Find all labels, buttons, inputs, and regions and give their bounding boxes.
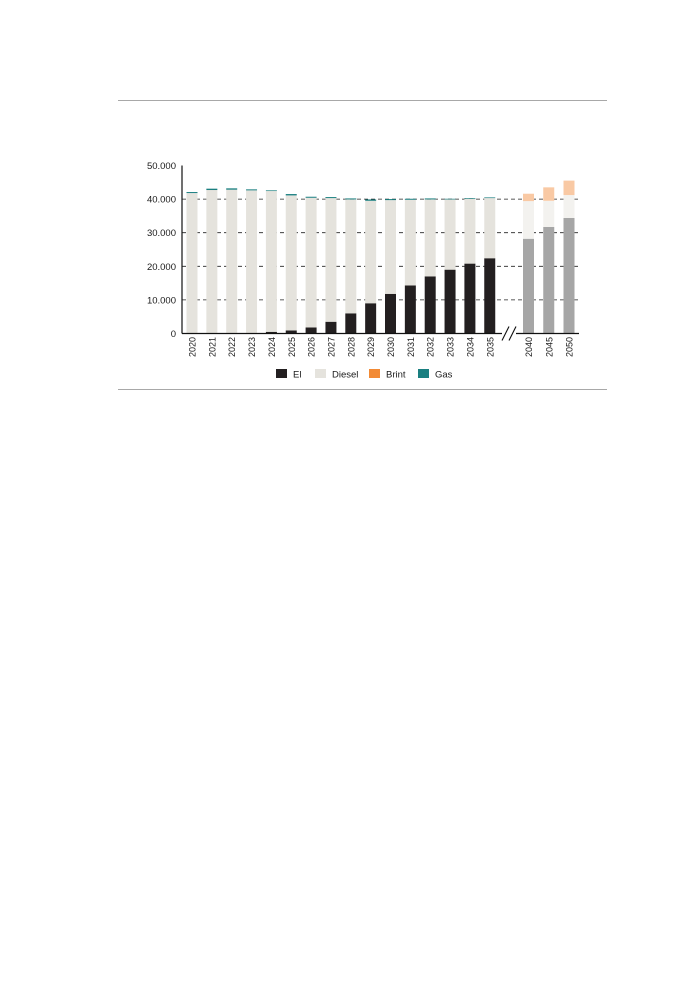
x-tick-label: 2033 <box>446 337 456 357</box>
y-tick-label: 50.000 <box>147 161 176 172</box>
legend-swatch-gas <box>418 369 429 378</box>
x-tick-label: 2021 <box>207 337 217 357</box>
bar-segment-gas-2026 <box>305 196 317 198</box>
axis-break-icon <box>501 326 517 341</box>
bar-segment-gas-2020 <box>186 192 198 194</box>
bar-segment-gas-2023 <box>246 189 258 191</box>
bar-segment-diesel-2021 <box>206 190 218 334</box>
bar-segment-gas-2021 <box>206 188 218 191</box>
y-tick-label: 10.000 <box>147 295 176 306</box>
x-tick-label: 2023 <box>247 337 257 357</box>
bar-segment-el-2033 <box>444 269 456 334</box>
y-tick-label: 20.000 <box>147 262 176 273</box>
bar-segment-diesel-2027 <box>325 198 337 322</box>
bar-segment-gas-2030 <box>385 199 396 201</box>
bar-segment-diesel-2033 <box>444 199 456 270</box>
bar-segment-el-2045 <box>543 226 555 334</box>
x-tick-label: 2022 <box>227 337 237 357</box>
bar-segment-diesel-2035 <box>484 198 496 259</box>
bar-segment-gas-2027 <box>325 197 337 199</box>
x-tick-label: 2035 <box>485 337 495 357</box>
legend-swatch-brint <box>369 369 380 378</box>
bars <box>186 180 575 334</box>
x-tick-label: 2026 <box>307 337 317 357</box>
x-tick-label: 2045 <box>544 337 554 357</box>
y-tick-label: 40.000 <box>147 195 176 206</box>
bar-segment-diesel-2040 <box>523 201 534 239</box>
bar-segment-el-2030 <box>385 293 396 334</box>
bar-segment-diesel-2022 <box>226 189 238 334</box>
gridlines <box>182 198 579 301</box>
bar-segment-el-2026 <box>305 327 317 334</box>
bar-segment-diesel-2050 <box>563 195 575 218</box>
bar-segment-gas-2033 <box>444 198 456 200</box>
bottom-rule <box>118 389 607 390</box>
bar-segment-gas-2025 <box>285 194 297 196</box>
bar-segment-el-2031 <box>404 285 416 334</box>
bar-segment-el-2027 <box>325 321 337 334</box>
legend-label-brint: Brint <box>386 370 406 381</box>
x-tick-label: 2024 <box>267 337 277 357</box>
axis-break-gap <box>502 331 516 336</box>
legend: El Diesel Brint Gas <box>276 369 453 381</box>
bar-segment-gas-2031 <box>404 198 416 200</box>
x-tick-label: 2034 <box>465 337 475 357</box>
y-tick-label: 0 <box>171 329 176 340</box>
bar-segment-gas-2029 <box>365 199 377 201</box>
x-tick-label: 2040 <box>524 337 534 357</box>
bar-segment-el-2024 <box>265 331 277 334</box>
x-tick-label: 2050 <box>565 337 575 357</box>
bar-segment-el-2040 <box>523 238 534 334</box>
x-tick-label: 2032 <box>426 337 436 357</box>
bar-segment-el-2032 <box>424 276 436 334</box>
bar-segment-el-2034 <box>464 263 476 334</box>
bar-segment-brint-2050 <box>563 180 575 196</box>
axis-break-stroke <box>501 326 510 341</box>
bar-segment-diesel-2025 <box>285 195 297 331</box>
legend-swatch-diesel <box>315 369 326 378</box>
x-tick-label: 2029 <box>366 337 376 357</box>
bar-segment-diesel-2026 <box>305 197 317 328</box>
x-tick-label: 2031 <box>406 337 416 357</box>
bar-segment-gas-2034 <box>464 198 476 199</box>
legend-swatch-el <box>276 369 287 378</box>
bar-segment-gas-2028 <box>345 198 357 200</box>
bar-segment-el-2035 <box>484 258 496 334</box>
bar-segment-diesel-2024 <box>265 191 277 332</box>
bar-segment-el-2029 <box>365 303 377 334</box>
bar-segment-gas-2035 <box>484 197 496 199</box>
x-tick-label: 2025 <box>287 337 297 357</box>
x-tick-label: 2030 <box>386 337 396 357</box>
bar-segment-diesel-2030 <box>385 200 396 294</box>
top-rule <box>118 100 607 101</box>
bar-segment-diesel-2028 <box>345 199 357 314</box>
x-tick-label: 2027 <box>326 337 336 357</box>
bar-segment-diesel-2031 <box>404 199 416 286</box>
x-tick-labels: 2020 2021 2022 2023 2024 2025 2026 2027 2028 2029… <box>188 337 575 357</box>
bar-segment-brint-2045 <box>543 187 555 201</box>
bar-segment-el-2025 <box>285 330 297 334</box>
bar-segment-gas-2032 <box>424 198 436 200</box>
bar-segment-diesel-2023 <box>246 190 258 334</box>
x-tick-label: 2020 <box>188 337 198 357</box>
legend-label-el: El <box>293 370 301 381</box>
bar-segment-el-2050 <box>563 217 575 334</box>
bar-segment-brint-2040 <box>523 193 534 202</box>
bar-segment-diesel-2020 <box>186 193 198 334</box>
y-tick-labels: 0 10.000 20.000 30.000 40.000 50.000 <box>147 161 176 340</box>
bar-segment-diesel-2032 <box>424 199 436 277</box>
axes <box>181 165 579 335</box>
bar-segment-gas-2022 <box>226 188 238 190</box>
bar-segment-diesel-2034 <box>464 198 476 264</box>
bar-segment-diesel-2045 <box>543 200 555 227</box>
axis-break-stroke <box>508 326 517 341</box>
bar-segment-diesel-2029 <box>365 200 377 304</box>
bar-segment-el-2028 <box>345 313 357 334</box>
bar-segment-gas-2024 <box>265 190 277 192</box>
legend-label-diesel: Diesel <box>332 370 358 381</box>
y-tick-label: 30.000 <box>147 228 176 239</box>
legend-label-gas: Gas <box>435 370 453 381</box>
x-tick-label: 2028 <box>346 337 356 357</box>
